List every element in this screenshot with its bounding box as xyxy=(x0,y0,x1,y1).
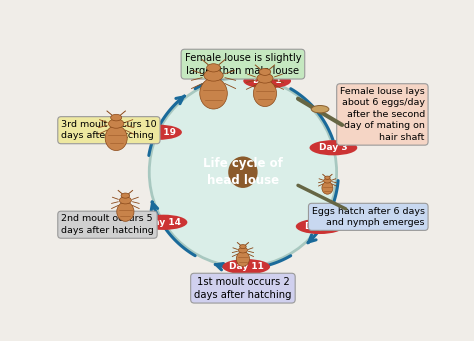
Ellipse shape xyxy=(254,80,276,106)
Text: Female louse is slightly
larger than male louse: Female louse is slightly larger than mal… xyxy=(184,53,301,76)
Ellipse shape xyxy=(310,140,357,155)
Ellipse shape xyxy=(109,119,124,128)
Ellipse shape xyxy=(311,105,329,113)
Ellipse shape xyxy=(324,178,331,183)
Ellipse shape xyxy=(117,202,134,221)
Ellipse shape xyxy=(296,219,344,234)
Ellipse shape xyxy=(243,73,291,89)
Ellipse shape xyxy=(110,114,122,121)
Ellipse shape xyxy=(200,78,228,109)
Ellipse shape xyxy=(237,251,249,266)
Text: Day 9: Day 9 xyxy=(305,222,334,231)
Ellipse shape xyxy=(222,259,270,274)
Ellipse shape xyxy=(140,215,187,230)
Ellipse shape xyxy=(240,244,246,249)
Text: Day 3: Day 3 xyxy=(319,143,348,152)
Ellipse shape xyxy=(322,182,333,194)
Ellipse shape xyxy=(257,73,273,83)
Ellipse shape xyxy=(204,70,223,81)
Ellipse shape xyxy=(119,197,131,204)
Ellipse shape xyxy=(207,64,220,72)
Text: 2nd moult occurs 5
days after hatching: 2nd moult occurs 5 days after hatching xyxy=(61,214,154,235)
Ellipse shape xyxy=(228,157,258,188)
Text: Day 1: Day 1 xyxy=(253,76,282,85)
Ellipse shape xyxy=(121,193,130,198)
Text: Day 11: Day 11 xyxy=(229,262,264,271)
Text: Life cycle of
head louse: Life cycle of head louse xyxy=(203,157,283,187)
Text: Female louse lays
about 6 eggs/day
after the second
day of mating on
hair shaft: Female louse lays about 6 eggs/day after… xyxy=(340,87,425,142)
Text: Eggs hatch after 6 days
and nymph emerges: Eggs hatch after 6 days and nymph emerge… xyxy=(312,207,425,227)
Text: 3rd moult occurs 10
days after hatching: 3rd moult occurs 10 days after hatching xyxy=(61,120,157,140)
Ellipse shape xyxy=(105,125,127,150)
Ellipse shape xyxy=(238,248,247,253)
Text: 1st moult occurs 2
days after hatching: 1st moult occurs 2 days after hatching xyxy=(194,277,292,299)
Ellipse shape xyxy=(149,78,337,267)
Ellipse shape xyxy=(134,125,182,140)
Ellipse shape xyxy=(259,69,271,75)
Text: Day 19: Day 19 xyxy=(140,128,175,137)
Text: Day 14: Day 14 xyxy=(146,218,181,227)
Ellipse shape xyxy=(325,176,330,179)
